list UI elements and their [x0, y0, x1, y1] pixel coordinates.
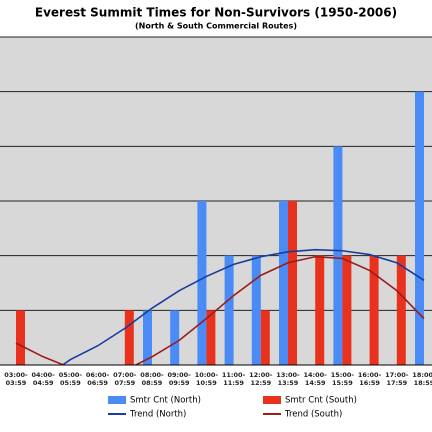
- x-tick-label: 15:00-15:59: [330, 371, 355, 387]
- bar: [170, 310, 180, 365]
- x-tick-label: 07:00-07:59: [113, 371, 137, 387]
- x-tick-label: 05:00-05:59: [58, 371, 83, 387]
- chart-title: Everest Summit Times for Non-Survivors (…: [35, 6, 397, 20]
- legend-label: Smtr Cnt (South): [285, 396, 357, 406]
- bar: [206, 310, 216, 365]
- legend-label: Trend (South): [284, 410, 342, 420]
- bar: [224, 255, 234, 365]
- bar: [251, 255, 261, 365]
- bar: [143, 310, 152, 365]
- trend-line: [61, 248, 425, 365]
- x-tick-label: 13:00-13:59: [276, 371, 300, 387]
- x-tick-label: 14:00-14:59: [303, 371, 327, 387]
- legend-label: Trend (North): [129, 410, 186, 420]
- x-tick-label: 11:00-11:59: [221, 371, 246, 387]
- legend-label: Smtr Cnt (North): [130, 396, 201, 406]
- bar: [288, 201, 297, 365]
- x-tick-label: 03:00-03:59: [4, 371, 28, 387]
- x-tick-label: 04:00-04:59: [31, 371, 55, 387]
- bar: [333, 146, 343, 365]
- x-tick-label: 17:00-17:59: [385, 371, 409, 387]
- legend-swatch: [108, 396, 126, 404]
- bar: [16, 310, 25, 365]
- bar: [260, 310, 270, 365]
- bar: [369, 255, 379, 365]
- x-tick-label: 12:00-12:59: [249, 371, 273, 387]
- x-tick-label: 16:00-16:59: [357, 371, 382, 387]
- x-tick-label: 06:00-06:59: [85, 371, 110, 387]
- legend-swatch: [263, 396, 281, 404]
- trend-line: [15, 255, 425, 365]
- bar: [396, 255, 406, 365]
- x-tick-label: 09:00-09:59: [167, 371, 191, 387]
- x-tick-label: 08:00-08:59: [140, 371, 164, 387]
- bar: [415, 91, 424, 366]
- bar: [279, 201, 288, 365]
- x-tick-label: 10:00-10:59: [194, 371, 219, 387]
- bar: [342, 255, 352, 365]
- chart-subtitle: (North & South Commercial Routes): [135, 22, 297, 31]
- x-tick-label: 18:00-18:59: [412, 371, 432, 387]
- bar: [315, 255, 325, 365]
- bar: [124, 310, 134, 365]
- bar: [197, 201, 207, 365]
